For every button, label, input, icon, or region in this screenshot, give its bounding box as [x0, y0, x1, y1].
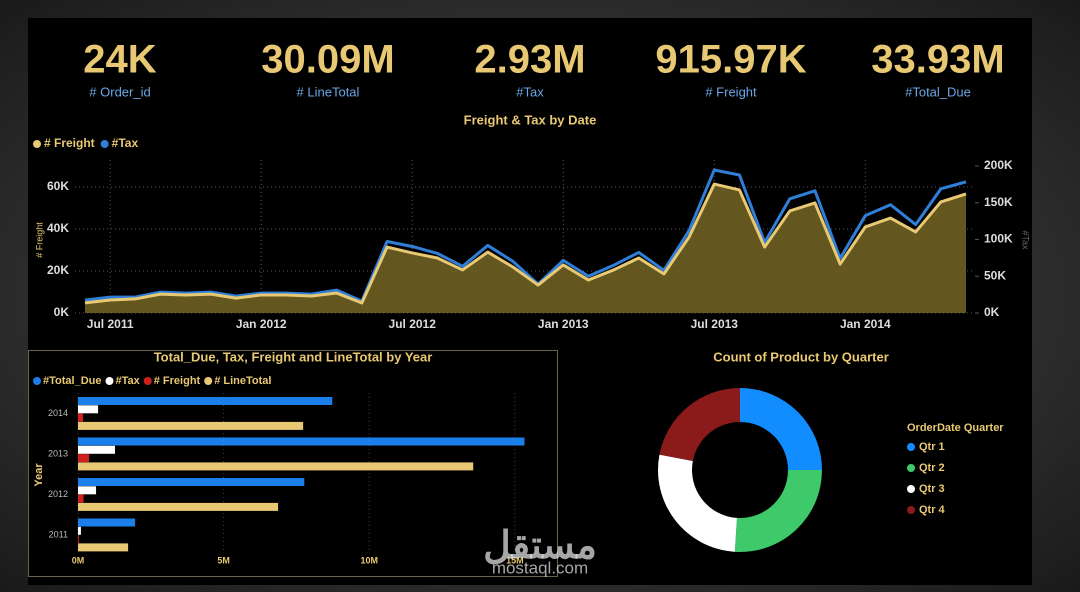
x-tick-label: 5M [217, 555, 230, 565]
bar [78, 518, 136, 527]
y2-tick-label: 0K [984, 305, 1000, 319]
legend-marker [907, 485, 915, 493]
y-axis-label: Year [33, 463, 45, 487]
bar [78, 413, 83, 422]
y2-tick-label: 50K [984, 268, 1006, 282]
y2-axis-label: #Tax [1021, 230, 1031, 250]
x-tick-label: Jan 2014 [840, 317, 891, 331]
y-tick-label: 2012 [48, 489, 68, 499]
bar [78, 502, 279, 511]
x-tick-label: Jul 2011 [87, 317, 134, 331]
x-tick-label: Jul 2013 [691, 317, 739, 331]
bar [78, 526, 81, 535]
y2-tick-label: 200K [984, 158, 1013, 172]
bar [78, 462, 474, 471]
chart-title: Total_Due, Tax, Freight and LineTotal by… [154, 349, 433, 364]
donut-slice [740, 388, 822, 470]
legend-marker [100, 140, 109, 148]
x-tick-label: 0M [72, 555, 85, 565]
legend-marker [33, 377, 41, 385]
bar-chart-frame [28, 350, 558, 577]
bar [78, 397, 333, 405]
chart-title: Count of Product by Quarter [713, 349, 889, 364]
kpi-value: 30.09M [261, 38, 394, 82]
legend-marker [33, 140, 41, 148]
chart-title: Freight & Tax by Date [464, 112, 597, 127]
kpi-label: #Tax [516, 84, 544, 99]
kpi-value: 33.93M [871, 38, 1004, 82]
legend-marker [143, 377, 152, 385]
kpi-label: # Order_id [89, 84, 150, 99]
legend-marker [907, 464, 915, 472]
x-tick-label: 10M [360, 555, 378, 565]
watermark: مستقل [483, 525, 597, 567]
y-tick-label: 60K [47, 179, 69, 193]
legend-marker [907, 443, 915, 451]
legend-marker [204, 377, 213, 385]
legend-label: Qtr 4 [919, 504, 946, 516]
legend-label: Qtr 1 [919, 441, 945, 453]
bar [78, 437, 525, 446]
kpi-value: 2.93M [474, 38, 585, 82]
bar [78, 421, 304, 430]
y-axis-label: # Freight [34, 222, 44, 258]
x-tick-label: Jan 2013 [538, 317, 589, 331]
legend-label: #Total_Due [43, 375, 101, 387]
kpi-label: #Total_Due [905, 84, 971, 99]
bar [78, 543, 129, 552]
y-tick-label: 40K [47, 221, 69, 235]
bar [78, 454, 90, 463]
x-tick-label: Jul 2012 [389, 317, 437, 331]
legend-label: #Tax [112, 136, 139, 150]
x-tick-label: 15M [506, 555, 524, 565]
legend-title: OrderDate Quarter [907, 422, 1004, 434]
y-tick-label: 0K [54, 305, 70, 319]
series-line [84, 182, 967, 305]
area-fill [85, 184, 966, 313]
legend-marker [105, 377, 114, 385]
kpi-value: 24K [83, 38, 156, 82]
bar [78, 486, 97, 495]
y2-tick-label: 100K [984, 232, 1013, 246]
y-tick-label: 20K [47, 263, 69, 277]
y2-tick-label: 150K [984, 195, 1013, 209]
kpi-value: 915.97K [655, 38, 806, 82]
legend-label: #Tax [115, 375, 140, 387]
legend-label: Qtr 2 [919, 462, 945, 474]
donut-slice [734, 470, 822, 553]
series-line [84, 168, 967, 303]
y-tick-label: 2011 [49, 529, 68, 539]
kpi-label: # LineTotal [297, 84, 360, 99]
bar [78, 535, 79, 544]
legend-marker [907, 506, 915, 514]
bar [78, 445, 115, 454]
legend-label: # Freight [154, 375, 201, 387]
donut-slice [657, 454, 737, 552]
legend-label: # LineTotal [214, 375, 271, 387]
x-tick-label: Jan 2012 [236, 317, 287, 331]
bar [78, 478, 305, 486]
bar [78, 405, 99, 414]
legend-label: Qtr 3 [919, 483, 945, 495]
y-tick-label: 2014 [48, 408, 68, 418]
kpi-label: # Freight [705, 84, 757, 99]
legend-label: # Freight [44, 136, 95, 150]
watermark: mostaql.com [492, 558, 588, 577]
bar [78, 494, 84, 503]
donut-slice [659, 388, 740, 462]
y-tick-label: 2013 [48, 448, 68, 458]
